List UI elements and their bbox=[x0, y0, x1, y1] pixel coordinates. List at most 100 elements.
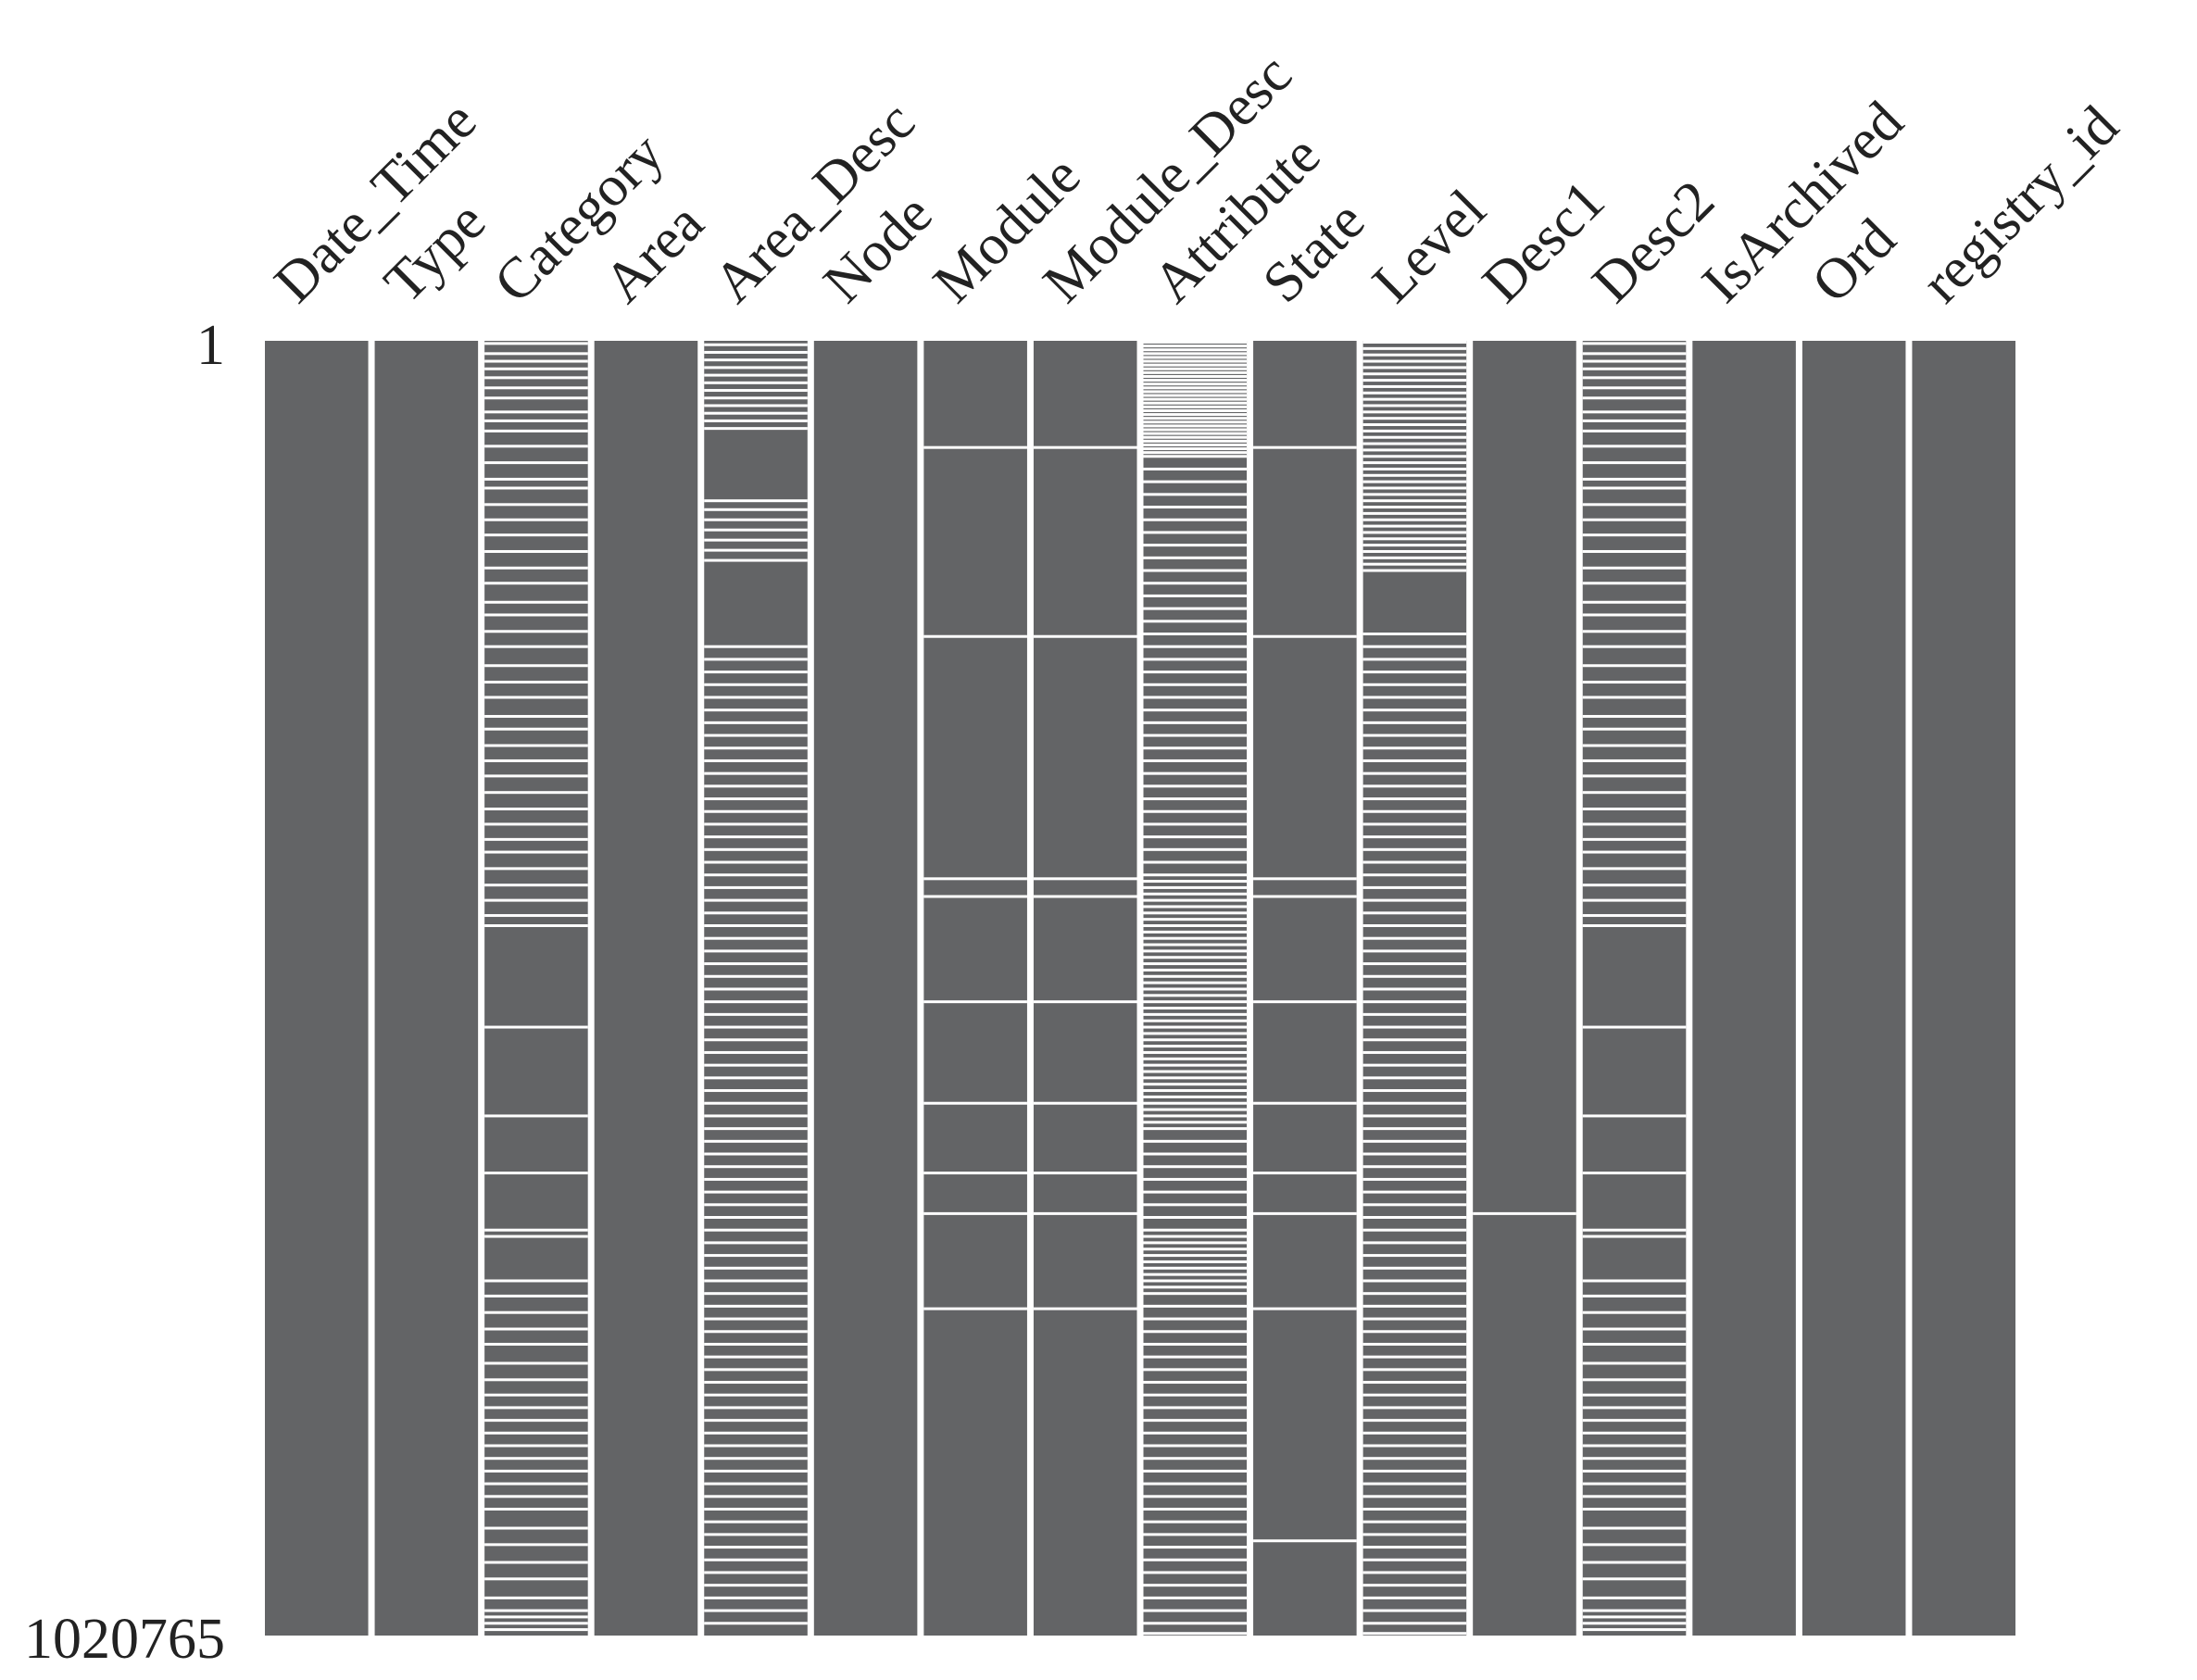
missing-marker bbox=[1143, 885, 1248, 889]
missing-marker bbox=[1143, 352, 1248, 356]
missing-marker bbox=[1362, 1495, 1467, 1498]
missing-marker bbox=[1582, 1615, 1687, 1619]
row-label-last: 1020765 bbox=[24, 1608, 225, 1671]
missing-marker bbox=[1362, 359, 1467, 363]
missing-marker bbox=[704, 1114, 808, 1118]
missing-marker bbox=[1143, 1152, 1248, 1156]
missing-marker bbox=[1362, 384, 1467, 388]
missing-marker bbox=[1582, 630, 1687, 633]
missing-marker bbox=[1143, 1070, 1248, 1073]
missing-marker bbox=[704, 558, 808, 562]
missing-marker bbox=[484, 1444, 588, 1448]
missing-marker bbox=[704, 885, 808, 889]
missing-marker bbox=[1362, 423, 1467, 427]
missing-marker bbox=[1143, 451, 1248, 455]
missing-marker bbox=[484, 342, 588, 345]
missing-marker bbox=[704, 1165, 808, 1169]
missing-marker bbox=[1143, 962, 1248, 966]
missing-marker bbox=[1143, 835, 1248, 839]
missing-marker bbox=[1143, 394, 1248, 397]
missing-marker bbox=[1143, 974, 1248, 978]
missing-marker bbox=[1582, 696, 1687, 699]
missing-marker bbox=[1582, 1114, 1687, 1118]
missing-marker bbox=[1362, 379, 1467, 382]
missing-marker bbox=[1143, 696, 1248, 699]
missing-marker bbox=[704, 708, 808, 712]
missing-marker bbox=[1362, 1127, 1467, 1131]
missing-marker bbox=[1143, 1508, 1248, 1511]
missing-marker bbox=[704, 1292, 808, 1296]
missing-marker bbox=[1143, 733, 1248, 737]
missing-marker bbox=[1582, 1361, 1687, 1365]
missing-marker bbox=[1362, 1292, 1467, 1296]
missing-marker bbox=[1582, 518, 1687, 521]
missing-marker bbox=[1143, 930, 1248, 934]
missing-marker bbox=[484, 486, 588, 490]
missing-marker bbox=[704, 1127, 808, 1131]
missing-marker bbox=[1362, 847, 1467, 851]
missing-marker bbox=[1143, 1622, 1248, 1625]
missing-marker bbox=[484, 1378, 588, 1382]
missing-marker bbox=[1362, 537, 1467, 541]
missing-marker bbox=[1582, 914, 1687, 918]
missing-marker bbox=[1143, 1012, 1248, 1016]
missing-marker bbox=[484, 461, 588, 465]
missing-marker bbox=[1143, 356, 1248, 359]
missing-marker bbox=[1362, 696, 1467, 699]
column-bar-desc1 bbox=[1473, 341, 1576, 1636]
missing-marker bbox=[1143, 1247, 1248, 1251]
missing-marker bbox=[1582, 1482, 1687, 1486]
column-bar-type bbox=[374, 341, 479, 1636]
missing-marker bbox=[1253, 1000, 1357, 1004]
missing-marker bbox=[704, 1482, 808, 1486]
missing-marker bbox=[1362, 885, 1467, 889]
missing-marker bbox=[1582, 1310, 1687, 1314]
missing-marker bbox=[1582, 1327, 1687, 1331]
missing-marker bbox=[1143, 1089, 1248, 1093]
missing-marker bbox=[704, 962, 808, 966]
missing-marker bbox=[1582, 486, 1687, 490]
missing-marker bbox=[484, 1228, 588, 1232]
missing-marker bbox=[1362, 341, 1467, 344]
missing-marker bbox=[704, 499, 808, 503]
missing-marker bbox=[1362, 1025, 1467, 1029]
missing-marker bbox=[1143, 645, 1248, 648]
missing-marker bbox=[1253, 877, 1357, 881]
missing-marker bbox=[484, 884, 588, 887]
missing-marker bbox=[484, 1310, 588, 1314]
missing-marker bbox=[1143, 455, 1248, 458]
missing-marker bbox=[1143, 911, 1248, 915]
column-bar-node bbox=[813, 341, 918, 1636]
missing-marker bbox=[484, 867, 588, 871]
missing-marker bbox=[484, 924, 588, 927]
missing-marker bbox=[704, 759, 808, 762]
missing-marker bbox=[1582, 898, 1687, 902]
column-bar-module-desc bbox=[1033, 341, 1137, 1636]
missing-marker bbox=[1143, 918, 1248, 921]
missing-marker bbox=[923, 895, 1027, 898]
missing-marker bbox=[1362, 860, 1467, 864]
missing-marker bbox=[1143, 1190, 1248, 1194]
missing-marker bbox=[704, 1038, 808, 1042]
missing-marker bbox=[1362, 1444, 1467, 1448]
missing-marker bbox=[484, 600, 588, 604]
missing-marker bbox=[484, 837, 588, 841]
missing-marker bbox=[704, 924, 808, 927]
missing-marker bbox=[923, 1101, 1027, 1105]
missing-marker bbox=[1362, 544, 1467, 547]
missing-marker bbox=[1033, 634, 1137, 638]
missing-marker bbox=[1362, 1406, 1467, 1410]
missing-marker bbox=[1253, 1211, 1357, 1215]
missing-marker bbox=[923, 1172, 1027, 1175]
missing-marker bbox=[1362, 962, 1467, 966]
missing-marker bbox=[704, 949, 808, 953]
missing-marker bbox=[1582, 367, 1687, 370]
missing-marker bbox=[1143, 1007, 1248, 1010]
missing-marker bbox=[1143, 1114, 1248, 1118]
missing-marker bbox=[1362, 442, 1467, 445]
missing-marker bbox=[704, 1609, 808, 1612]
missing-marker bbox=[1253, 445, 1357, 449]
missing-marker bbox=[1143, 784, 1248, 788]
missing-marker bbox=[1582, 600, 1687, 604]
missing-marker bbox=[1582, 1526, 1687, 1530]
